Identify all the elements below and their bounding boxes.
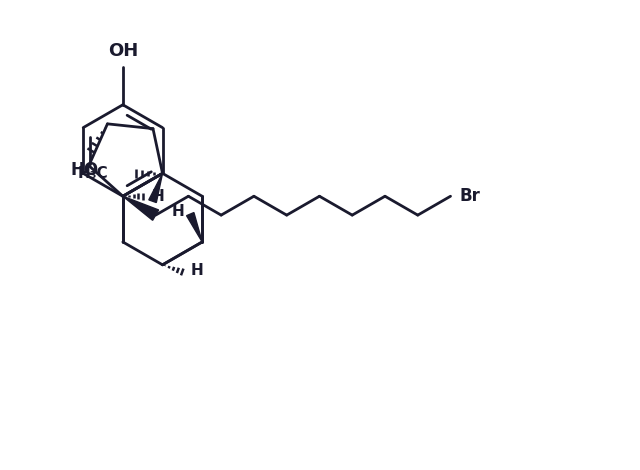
Text: HO: HO [70,161,99,179]
Text: H₃C: H₃C [77,166,108,181]
Text: H: H [172,204,185,219]
Text: H: H [151,189,164,204]
Polygon shape [123,196,159,220]
Polygon shape [187,212,202,242]
Polygon shape [149,173,163,203]
Text: Br: Br [460,187,481,205]
Text: OH: OH [108,42,138,60]
Text: H: H [191,263,204,278]
